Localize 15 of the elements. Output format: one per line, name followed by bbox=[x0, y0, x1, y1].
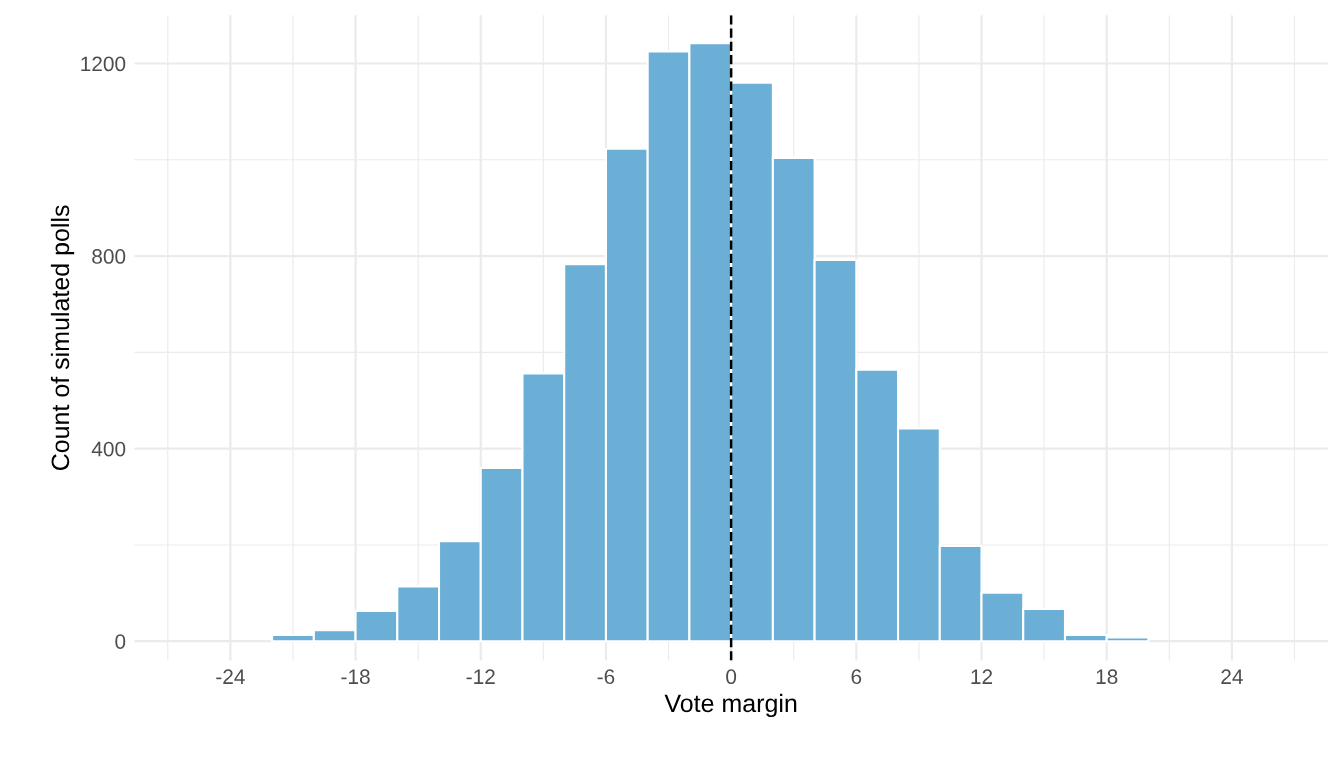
y-axis-title: Count of simulated polls bbox=[50, 205, 75, 471]
y-tick-label: 0 bbox=[115, 634, 126, 649]
y-tick-label: 400 bbox=[91, 441, 126, 457]
x-tick-label: 18 bbox=[1096, 669, 1118, 685]
x-tick-label: -24 bbox=[216, 669, 245, 684]
x-tick-label: 6 bbox=[851, 669, 862, 685]
x-tick-label: -12 bbox=[466, 669, 495, 684]
y-tick-label: 1200 bbox=[81, 56, 126, 72]
x-tick-label: 24 bbox=[1221, 669, 1243, 684]
x-tick-label: -6 bbox=[597, 669, 615, 685]
y-tick-label: 800 bbox=[92, 249, 126, 264]
x-tick-label: 12 bbox=[971, 669, 993, 684]
x-axis-title: Vote margin bbox=[664, 693, 797, 718]
x-tick-label: -18 bbox=[341, 669, 370, 685]
x-tick-label: 0 bbox=[726, 669, 737, 685]
